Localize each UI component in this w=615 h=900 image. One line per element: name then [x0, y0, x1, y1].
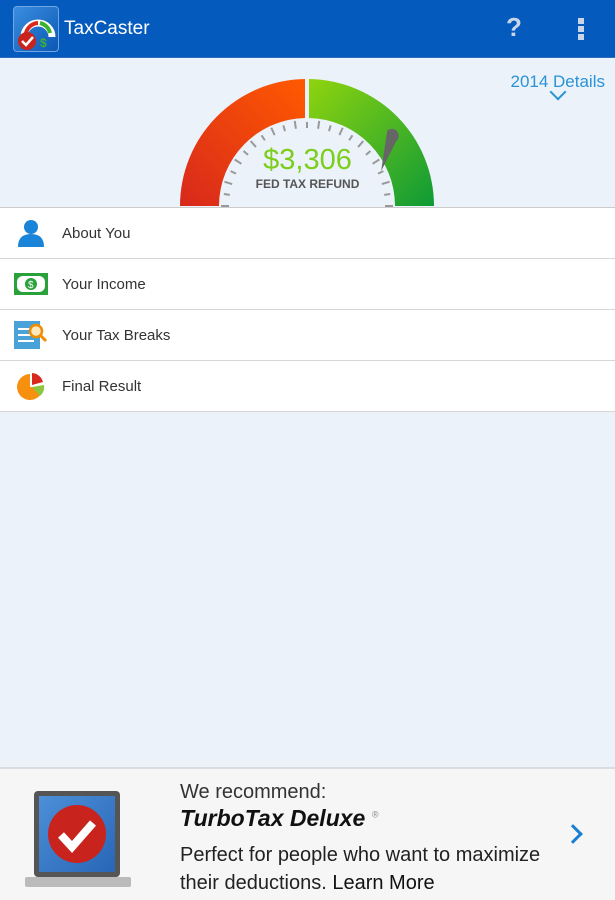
- gauge-tick: [260, 134, 266, 141]
- section-list: About You $ Your Income Your Tax Breaks …: [0, 207, 615, 412]
- list-item-about-you[interactable]: About You: [0, 208, 615, 259]
- turbotax-promo-banner[interactable]: We recommend: TurboTax Deluxe ® Perfect …: [0, 767, 615, 900]
- details-dropdown[interactable]: 2014 Details: [510, 72, 605, 101]
- list-item-tax-breaks[interactable]: Your Tax Breaks: [0, 310, 615, 361]
- list-item-label: About You: [62, 224, 131, 242]
- svg-text:$: $: [40, 36, 47, 50]
- gauge-tick: [384, 193, 391, 196]
- overflow-menu-icon[interactable]: [578, 18, 584, 40]
- refund-amount: $3,306: [263, 144, 352, 176]
- gauge-tick: [224, 180, 233, 185]
- person-icon: [0, 218, 62, 248]
- gauge-tick: [249, 140, 257, 148]
- gauge-tick: [357, 140, 365, 148]
- gauge-tick: [372, 158, 380, 165]
- list-item-label: Your Income: [62, 275, 146, 293]
- gauge-negative-arc: [180, 79, 305, 206]
- document-search-icon: [0, 320, 62, 350]
- gauge-tick: [365, 150, 372, 156]
- app-bar: $ TaxCaster ?: [0, 0, 615, 58]
- gauge-tick: [338, 127, 344, 136]
- gauge-positive-arc: [309, 79, 434, 206]
- promo-product: TurboTax Deluxe ®: [180, 805, 379, 831]
- refund-label: FED TAX REFUND: [255, 177, 360, 191]
- gauge-tick: [230, 170, 237, 175]
- gauge-tick: [223, 193, 230, 196]
- gauge-tick: [377, 170, 384, 175]
- gauge-needle: [381, 128, 399, 171]
- gauge-tick: [293, 120, 297, 129]
- gauge-tick: [348, 134, 354, 141]
- gauge-tick: [317, 120, 321, 129]
- taxcaster-logo[interactable]: $: [13, 6, 59, 52]
- learn-more-link[interactable]: Learn More: [332, 872, 435, 894]
- list-item-label: Your Tax Breaks: [62, 326, 171, 344]
- refund-gauge: [180, 79, 434, 207]
- pie-chart-icon: [0, 371, 62, 401]
- laptop-checkmark-icon: [34, 791, 120, 877]
- list-item-final-result[interactable]: Final Result: [0, 361, 615, 412]
- laptop-base: [25, 877, 131, 887]
- details-label: 2014 Details: [510, 72, 605, 91]
- promo-description: Perfect for people who want to maximize …: [180, 844, 541, 894]
- gauge-ticks: [221, 120, 393, 207]
- money-icon: $: [0, 273, 62, 295]
- gauge-tick: [328, 125, 332, 132]
- list-item-label: Final Result: [62, 377, 142, 395]
- list-item-your-income[interactable]: $ Your Income: [0, 259, 615, 310]
- promo-intro: We recommend:: [180, 781, 327, 803]
- gauge-tick: [282, 125, 286, 132]
- svg-text:$: $: [28, 280, 34, 291]
- registered-mark: ®: [371, 809, 379, 820]
- gauge-tick: [270, 127, 276, 136]
- app-title: TaxCaster: [64, 18, 150, 39]
- gauge-tick: [234, 158, 242, 165]
- gauge-tick: [242, 150, 249, 156]
- gauge-tick: [381, 180, 390, 185]
- help-icon[interactable]: ?: [506, 12, 522, 42]
